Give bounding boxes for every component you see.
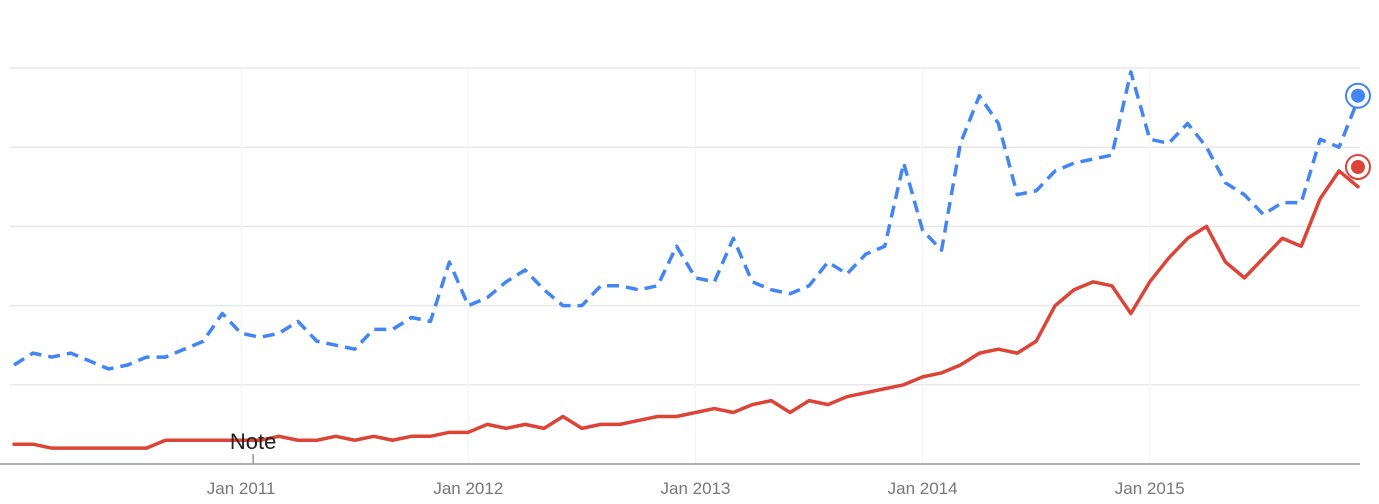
x-tick-label: Jan 2012 [433, 479, 503, 498]
series-line-2 [12, 169, 1360, 450]
series-layer [12, 70, 1371, 450]
end-marker-dot-1 [1351, 88, 1365, 103]
x-tick-label: Jan 2011 [207, 479, 276, 498]
x-tick-label: Jan 2013 [660, 479, 730, 498]
annotation-note-label[interactable]: Note [230, 429, 276, 454]
grid-layer [10, 67, 1360, 464]
x-axis: Jan 2011 Jan 2012 Jan 2013 Jan 2014 Jan 2015 [0, 463, 1360, 498]
x-tick-label: Jan 2015 [1115, 479, 1185, 498]
end-marker-dot-2 [1351, 160, 1365, 174]
series-line-1 [13, 70, 1360, 371]
x-tick-label: Jan 2014 [888, 479, 958, 498]
annotation-layer: Note [230, 429, 276, 464]
